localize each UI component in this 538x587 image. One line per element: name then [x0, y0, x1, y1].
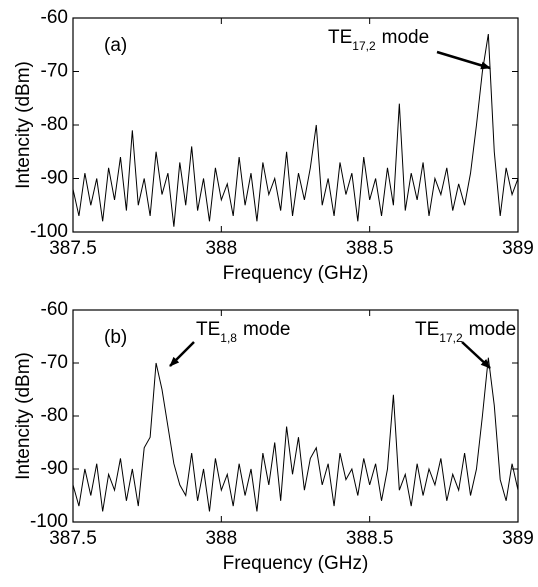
annotation-subscript: 17,2 [439, 331, 463, 345]
panel-label: (b) [104, 327, 127, 348]
y-tick-label: -90 [41, 168, 68, 189]
x-axis-label: Frequency (GHz) [223, 553, 369, 574]
x-tick-label: 387.5 [49, 528, 97, 549]
y-tick-label: -80 [41, 405, 68, 426]
y-tick-label: -90 [41, 458, 68, 479]
y-tick-label: -60 [41, 7, 68, 28]
annotation-text: TE [415, 319, 439, 340]
y-tick-label: -100 [30, 511, 68, 532]
spectrum-line [72, 33, 519, 227]
y-tick-label: -70 [41, 61, 68, 82]
panel-label: (a) [104, 35, 127, 56]
x-tick-label: 388.5 [346, 238, 394, 259]
annotation-text: mode [243, 319, 291, 340]
annotation-text: mode [382, 27, 430, 48]
y-axis-label: Intencity (dBm) [13, 61, 34, 189]
annotation-text: TE [328, 27, 352, 48]
y-tick-label: -100 [30, 221, 68, 242]
annotation-arrow [461, 341, 491, 369]
spectrum-line [72, 357, 519, 512]
annotation-arrow [169, 341, 195, 367]
y-tick-label: -70 [41, 352, 68, 373]
annotation-text: TE [196, 319, 220, 340]
annotation-subscript: 17,2 [352, 39, 376, 53]
y-tick-label: -60 [41, 299, 68, 320]
annotation-subscript: 1,8 [220, 331, 237, 345]
annotation-arrow [436, 50, 491, 70]
x-axis-label: Frequency (GHz) [223, 263, 369, 284]
x-tick-label: 389 [502, 238, 534, 259]
y-axis-label: Intencity (dBm) [13, 352, 34, 480]
x-tick-label: 389 [502, 528, 534, 549]
x-tick-label: 388 [205, 238, 237, 259]
x-tick-label: 388.5 [346, 528, 394, 549]
annotation-text: mode [469, 319, 517, 340]
x-tick-label: 388 [205, 528, 237, 549]
y-tick-label: -80 [41, 114, 68, 135]
x-tick-label: 387.5 [49, 238, 97, 259]
